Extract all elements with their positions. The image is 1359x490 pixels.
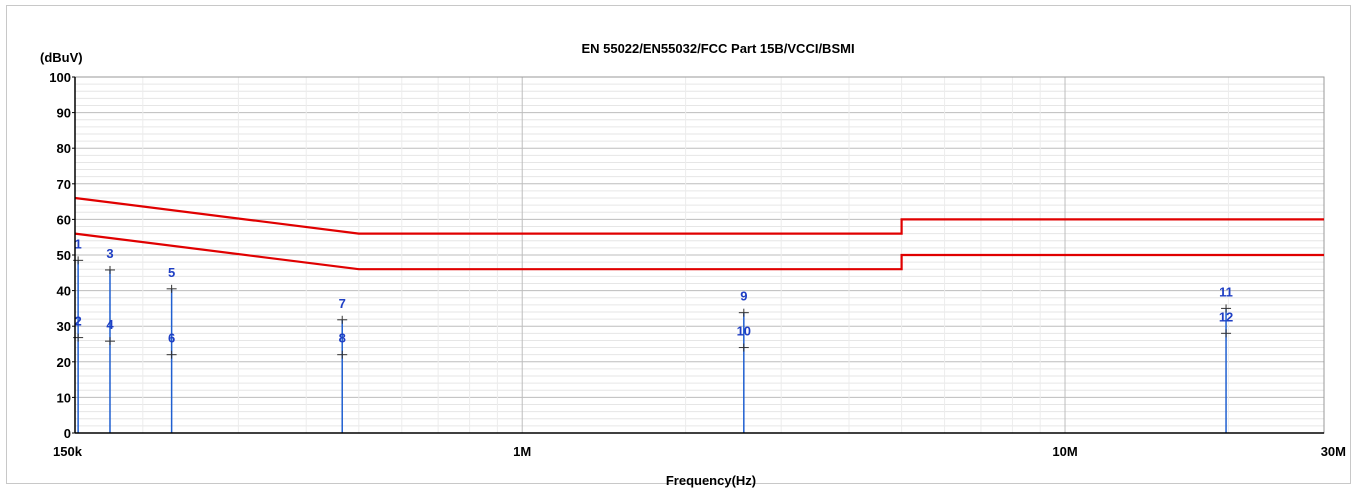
chart-title: EN 55022/EN55032/FCC Part 15B/VCCI/BSMI [581,41,854,56]
marker-label: 8 [339,331,346,346]
limit-line [74,196,1324,235]
x-axis-label: Frequency(Hz) [666,473,756,488]
y-tick-label: 40 [57,284,71,299]
x-tick-label: 150k [53,444,83,459]
marker-label: 5 [168,265,175,280]
y-tick-label: 0 [64,426,71,441]
x-tick-label: 10M [1052,444,1077,459]
y-tick-label: 10 [57,390,71,405]
limit-line [74,232,1324,271]
x-tick-label: 30M [1321,444,1346,459]
y-tick-label: 70 [57,177,71,192]
y-axis-label: (dBuV) [40,50,83,65]
x-tick-label: 1M [513,444,531,459]
y-tick-label: 100 [49,70,71,85]
y-tick-label: 20 [57,355,71,370]
marker-label: 9 [740,289,747,304]
marker-label: 3 [106,246,113,261]
marker-label: 7 [339,296,346,311]
limit-lines [74,196,1324,271]
marker-label: 2 [75,314,82,329]
marker-label: 10 [737,324,751,339]
y-tick-label: 90 [57,106,71,121]
marker-label: 4 [106,317,114,332]
axes: 0 10 20 30 40 50 60 70 80 90 100 150k 1M 10M 30M [49,70,1346,459]
y-tick-label: 80 [57,141,71,156]
y-tick-label: 50 [57,248,71,263]
marker-label: 12 [1219,309,1233,324]
marker-label: 6 [168,331,175,346]
y-tick-label: 30 [57,319,71,334]
marker-label: 11 [1219,284,1233,299]
marker-label: 1 [75,236,82,251]
y-tick-label: 60 [57,212,71,227]
